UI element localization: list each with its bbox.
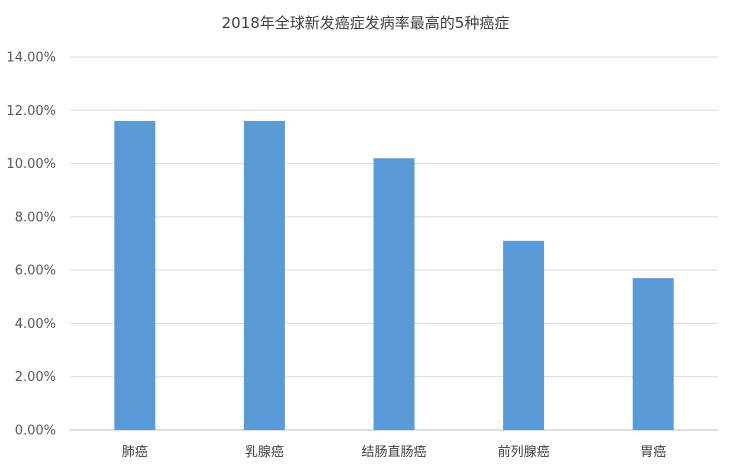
x-tick-label: 前列腺癌 (498, 444, 550, 460)
y-tick-label: 14.00% (6, 51, 56, 66)
y-tick-label: 4.00% (15, 317, 56, 332)
bar (503, 240, 545, 430)
y-tick-label: 8.00% (15, 210, 56, 225)
bar (243, 120, 285, 430)
bar (373, 158, 415, 430)
bar (632, 278, 674, 430)
y-tick-label: 10.00% (6, 157, 56, 172)
y-tick-label: 0.00% (15, 424, 56, 439)
x-tick-label: 肺癌 (122, 444, 148, 460)
chart-title: 2018年全球新发癌症发病率最高的5种癌症 (221, 14, 510, 32)
y-tick-label: 12.00% (6, 104, 56, 119)
x-tick-label: 胃癌 (640, 444, 666, 460)
x-tick-label: 乳腺癌 (245, 444, 284, 460)
bar (114, 120, 156, 430)
x-tick-label: 结肠直肠癌 (361, 444, 426, 460)
y-tick-label: 2.00% (15, 370, 56, 385)
y-tick-label: 6.00% (15, 264, 56, 279)
